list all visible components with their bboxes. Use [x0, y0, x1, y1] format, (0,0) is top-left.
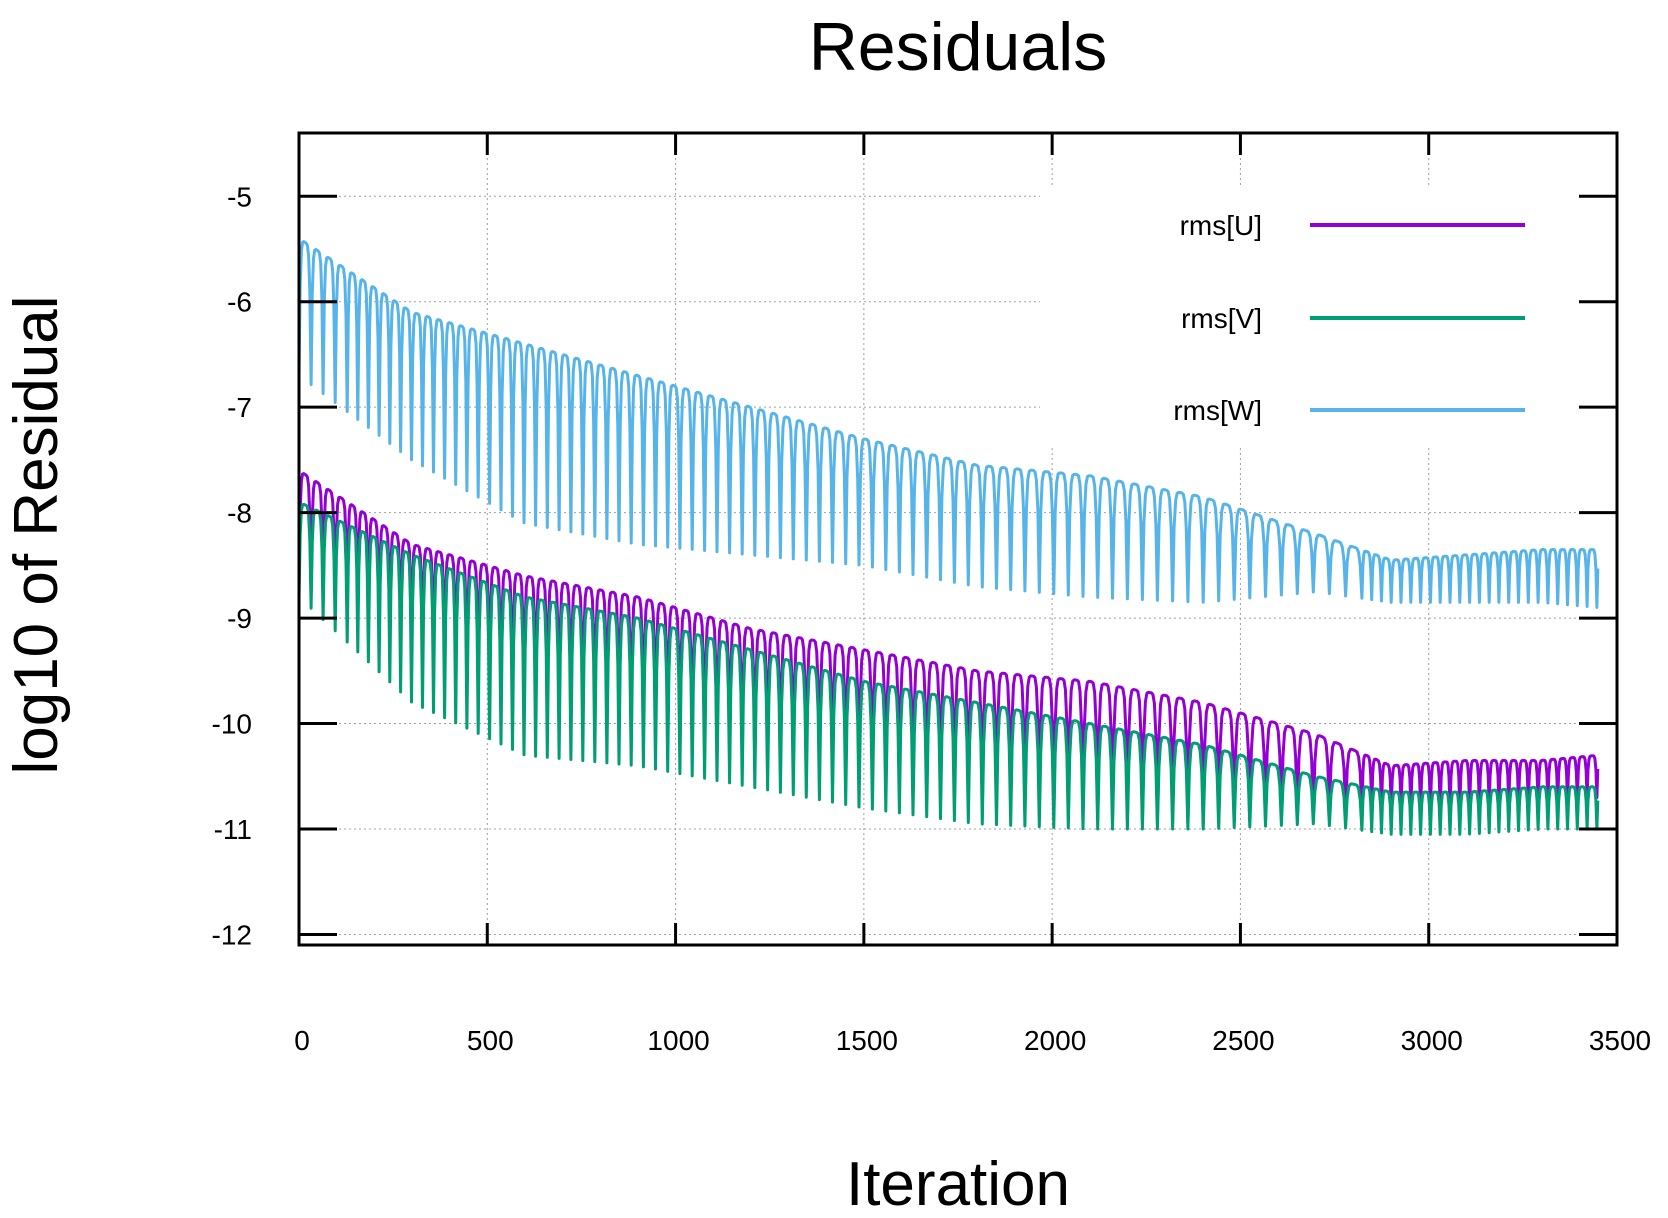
legend-label: rms[V]: [1181, 303, 1262, 334]
chart-title: Residuals: [809, 9, 1108, 85]
legend-background: [1040, 185, 1600, 445]
y-axis-label: log10 of Residual: [2, 295, 71, 774]
y-tick-label: -6: [227, 287, 252, 318]
plot-series: [297, 240, 1600, 836]
y-tick-label: -12: [212, 919, 252, 950]
y-tick-label: -7: [227, 392, 252, 423]
y-tick-label: -8: [227, 498, 252, 529]
x-tick-label: 1500: [836, 1025, 898, 1056]
y-tick-labels: -5 -6 -7 -8 -9 -10 -11 -12: [212, 181, 252, 950]
x-tick-label: 0: [294, 1025, 310, 1056]
legend-label: rms[W]: [1173, 395, 1262, 426]
legend-label: rms[U]: [1180, 210, 1262, 241]
x-tick-labels: 0 500 1000 1500 2000 2500 3000 3500: [294, 1025, 1651, 1056]
x-axis-label: Iteration: [846, 1150, 1070, 1218]
y-tick-label: -10: [212, 709, 252, 740]
x-tick-label: 3000: [1401, 1025, 1463, 1056]
x-tick-label: 500: [467, 1025, 514, 1056]
series-rms[U]: [297, 472, 1600, 826]
series-rms[V]: [297, 502, 1600, 836]
y-tick-label: -9: [227, 603, 252, 634]
y-tick-label: -5: [227, 181, 252, 212]
legend: rms[U] rms[V] rms[W]: [1040, 185, 1600, 445]
x-tick-label: 1000: [647, 1025, 709, 1056]
x-tick-label: 3500: [1589, 1025, 1651, 1056]
y-tick-label: -11: [214, 814, 252, 845]
plot-frame: [297, 131, 1619, 947]
x-tick-label: 2500: [1212, 1025, 1274, 1056]
axis-ticks: [297, 133, 1619, 945]
x-tick-label: 2000: [1024, 1025, 1086, 1056]
series-rms[W]: [297, 240, 1600, 609]
